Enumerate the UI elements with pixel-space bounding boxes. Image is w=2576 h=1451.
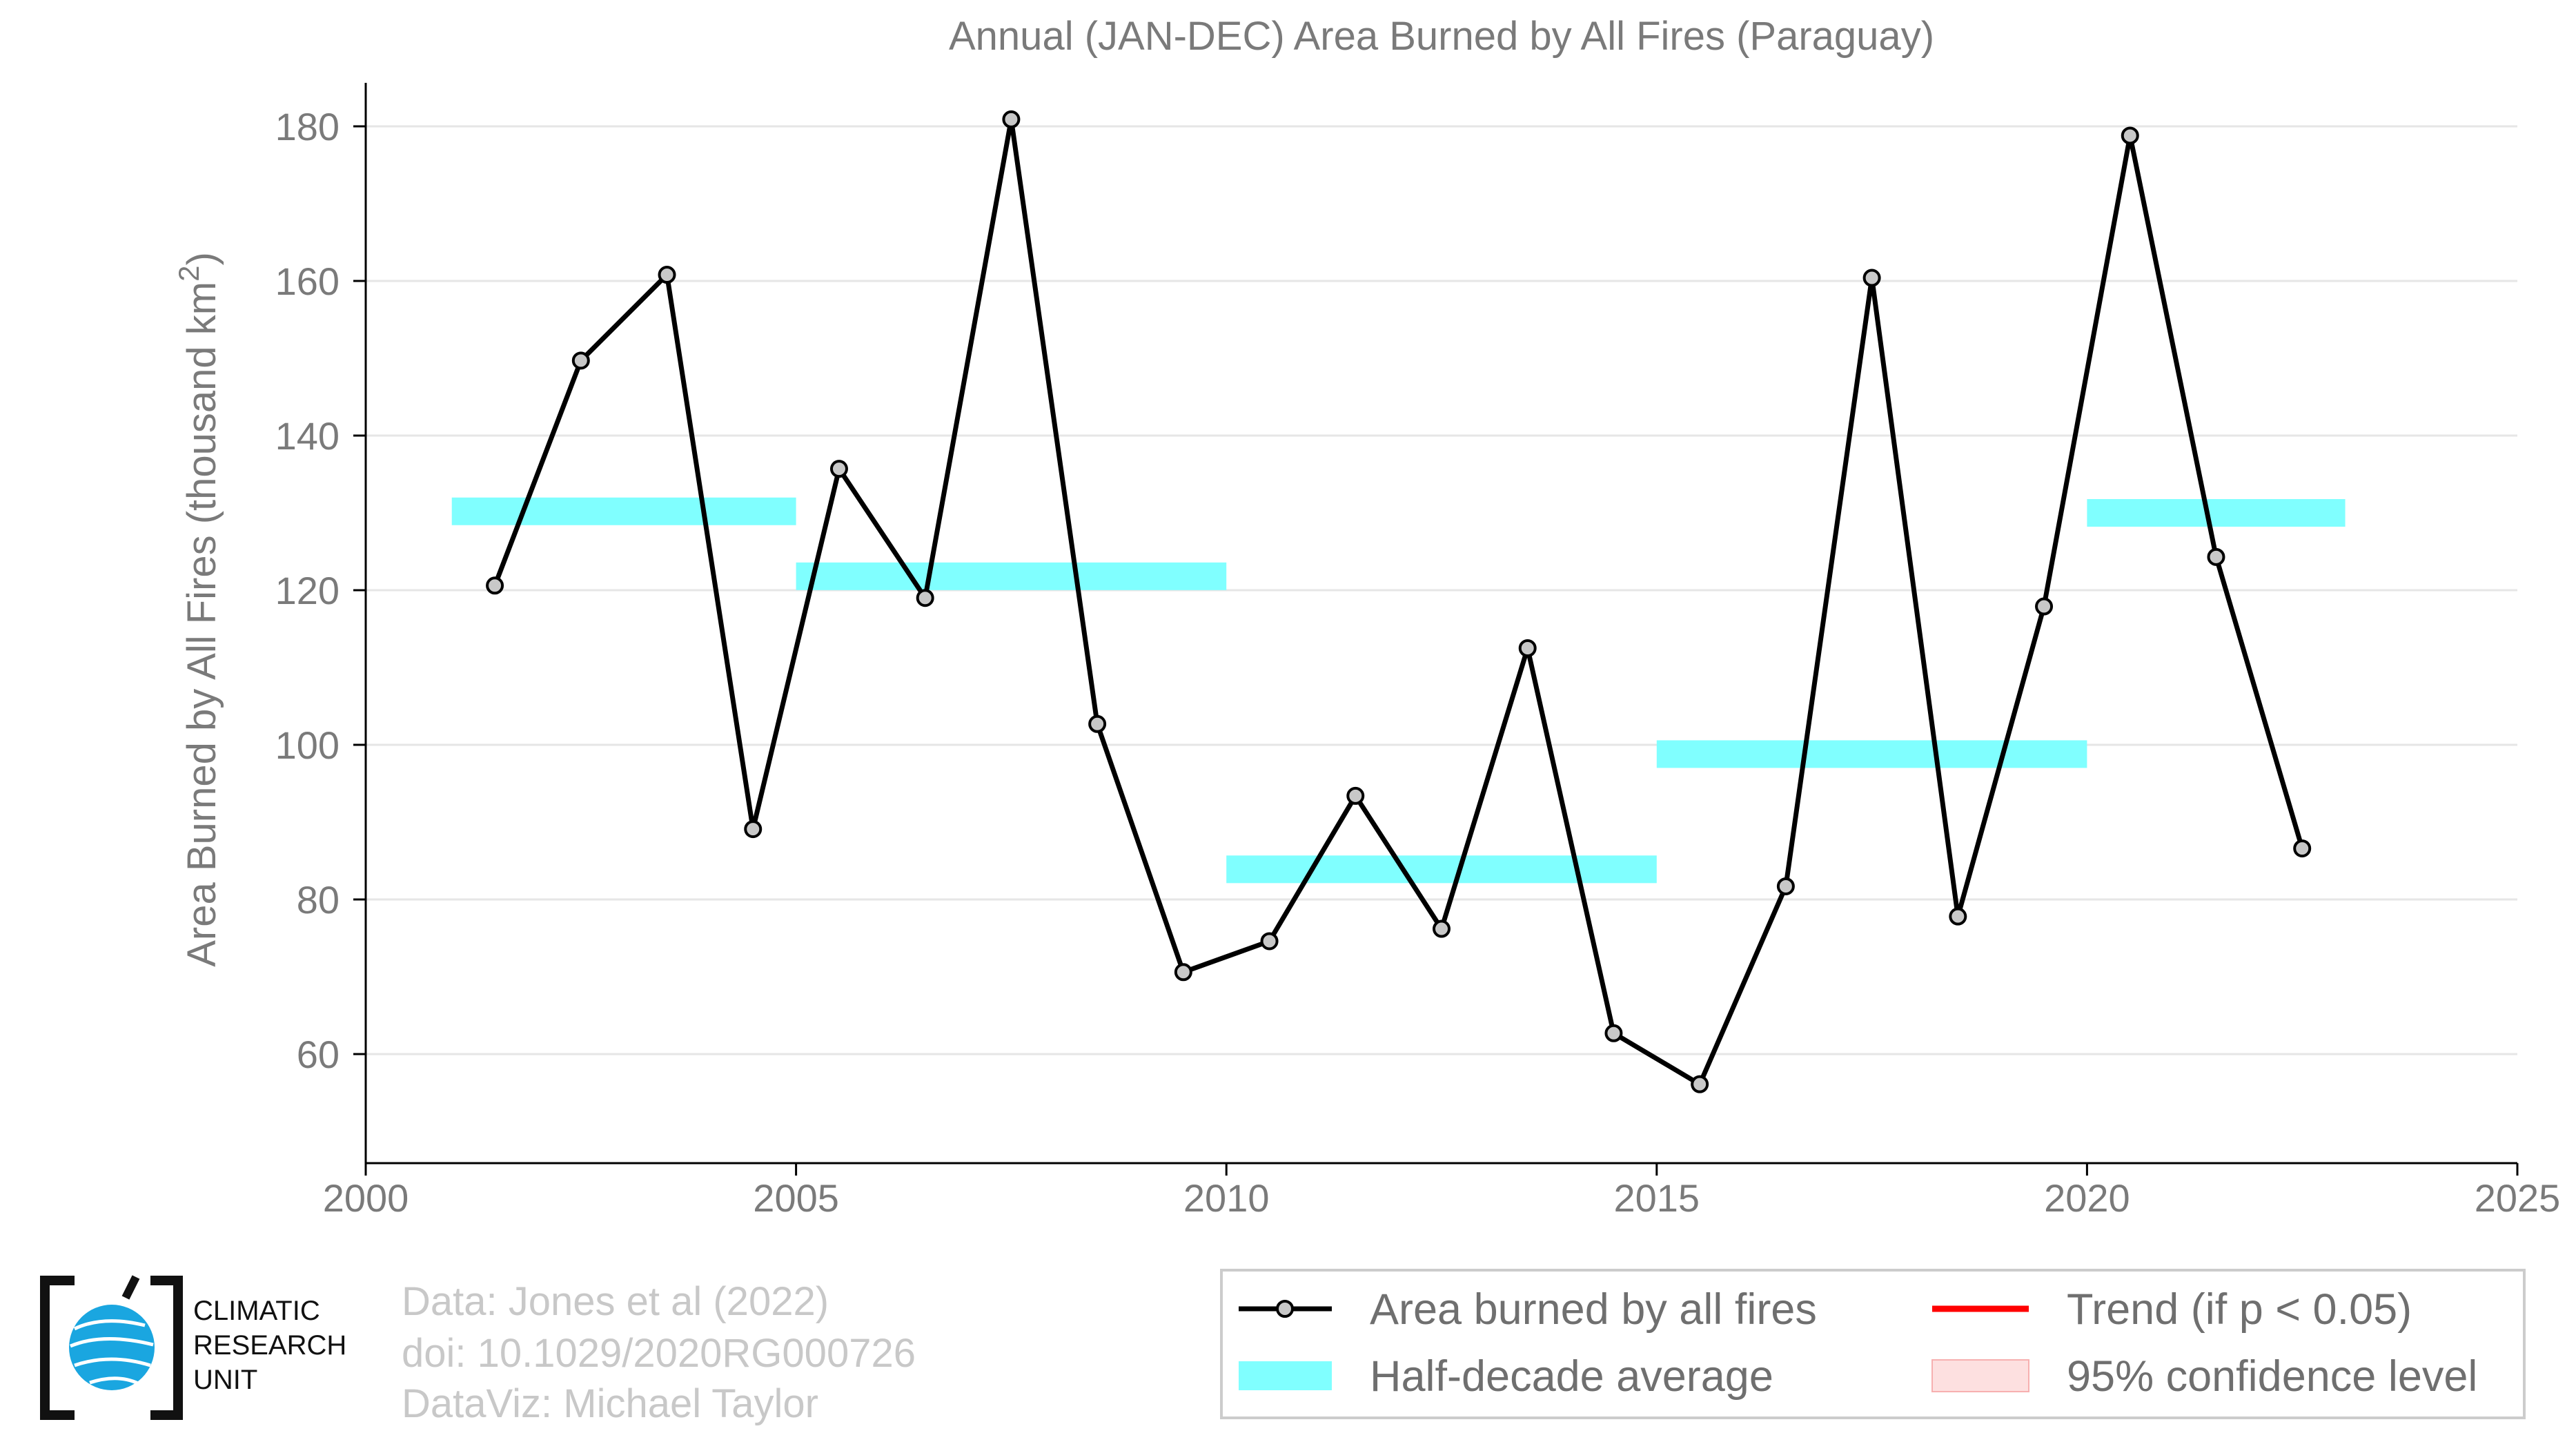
- x-tick-label: 2005: [753, 1176, 839, 1220]
- legend-label-area-burned: Area burned by all fires: [1370, 1285, 1817, 1334]
- legend-label-trend: Trend (if p < 0.05): [2067, 1285, 2412, 1334]
- x-tick-label: 2020: [2044, 1176, 2130, 1220]
- x-tick-label: 2015: [1614, 1176, 1700, 1220]
- y-axis-label-superscript: 2: [173, 266, 205, 282]
- legend-confidence-icon: [1931, 1359, 2029, 1392]
- data-point: [658, 266, 676, 284]
- logo-bracket-left: [40, 1276, 75, 1420]
- data-point: [1862, 269, 1881, 287]
- y-ticks: 60 80 100 120 140 160 180: [275, 105, 366, 1076]
- half-decade-bands: [451, 497, 2346, 884]
- legend-frame: [1220, 1269, 2526, 1419]
- legend-half-decade-icon: [1239, 1361, 1332, 1390]
- y-tick-label: 80: [297, 878, 340, 922]
- y-tick-label: 160: [275, 260, 340, 303]
- y-axis-label-end: ): [179, 252, 224, 265]
- credits: Data: Jones et al (2022) doi: 10.1029/20…: [402, 1279, 916, 1426]
- grid-lines: [366, 125, 2517, 1055]
- data-point: [2121, 126, 2139, 145]
- x-tick-label: 2010: [1183, 1176, 1270, 1220]
- half-decade-band: [2087, 499, 2346, 527]
- data-point: [829, 460, 848, 478]
- credit-dataviz: DataViz: Michael Taylor: [402, 1381, 818, 1426]
- data-point: [1433, 919, 1451, 938]
- legend: Area burned by all fires Trend (if p < 0…: [1220, 1269, 2526, 1419]
- y-axis-label-main: Area Burned by All Fires (thousand km: [179, 282, 224, 967]
- logo-text-research: RESEARCH: [193, 1330, 346, 1361]
- y-axis-label: Area Burned by All Fires (thousand km2): [173, 252, 224, 967]
- logo-text-climatic: CLIMATIC: [193, 1296, 320, 1326]
- data-point: [1518, 639, 1537, 657]
- half-decade-band: [1226, 855, 1657, 884]
- data-point: [1260, 932, 1279, 951]
- data-point: [486, 576, 504, 595]
- half-decade-band: [796, 562, 1227, 590]
- credit-data-source: Data: Jones et al (2022): [402, 1279, 829, 1324]
- data-points: [486, 110, 2312, 1093]
- y-tick-label: 140: [275, 414, 340, 458]
- logo-slash: [121, 1275, 140, 1300]
- cru-logo: CLIMATIC RESEARCH UNIT: [40, 1275, 346, 1420]
- y-tick-label: 120: [275, 569, 340, 612]
- x-tick-label: 2025: [2475, 1176, 2561, 1220]
- legend-label-confidence: 95% confidence level: [2067, 1352, 2477, 1401]
- data-point: [571, 351, 590, 370]
- credit-doi: doi: 10.1029/2020RG000726: [402, 1331, 916, 1376]
- data-point: [1604, 1024, 1623, 1042]
- half-decade-band: [1656, 740, 2087, 768]
- y-tick-label: 100: [275, 723, 340, 767]
- data-point: [2293, 839, 2312, 858]
- data-point: [2207, 547, 2225, 566]
- y-tick-label: 60: [297, 1033, 340, 1076]
- legend-label-half-decade: Half-decade average: [1370, 1352, 1773, 1401]
- logo-text-unit: UNIT: [193, 1365, 257, 1395]
- data-point: [1776, 877, 1795, 895]
- y-tick-label: 180: [275, 105, 340, 148]
- data-point: [2035, 597, 2054, 616]
- half-decade-band: [451, 497, 796, 525]
- logo-bracket-right: [150, 1276, 183, 1420]
- data-point: [744, 820, 763, 839]
- globe-icon: [69, 1305, 155, 1390]
- data-point: [1691, 1075, 1709, 1093]
- x-tick-label: 2000: [323, 1176, 409, 1220]
- data-point: [1088, 714, 1107, 733]
- data-point: [1949, 907, 1967, 926]
- x-ticks: 2000 2005 2010 2015 2020 2025: [323, 1163, 2561, 1220]
- data-point: [916, 589, 934, 607]
- chart-title: Annual (JAN-DEC) Area Burned by All Fire…: [949, 14, 1934, 59]
- data-point: [1002, 110, 1021, 128]
- data-point: [1174, 963, 1192, 982]
- series-line: [492, 117, 2305, 1087]
- data-point: [1346, 786, 1365, 805]
- legend-marker-icon: [1276, 1300, 1294, 1318]
